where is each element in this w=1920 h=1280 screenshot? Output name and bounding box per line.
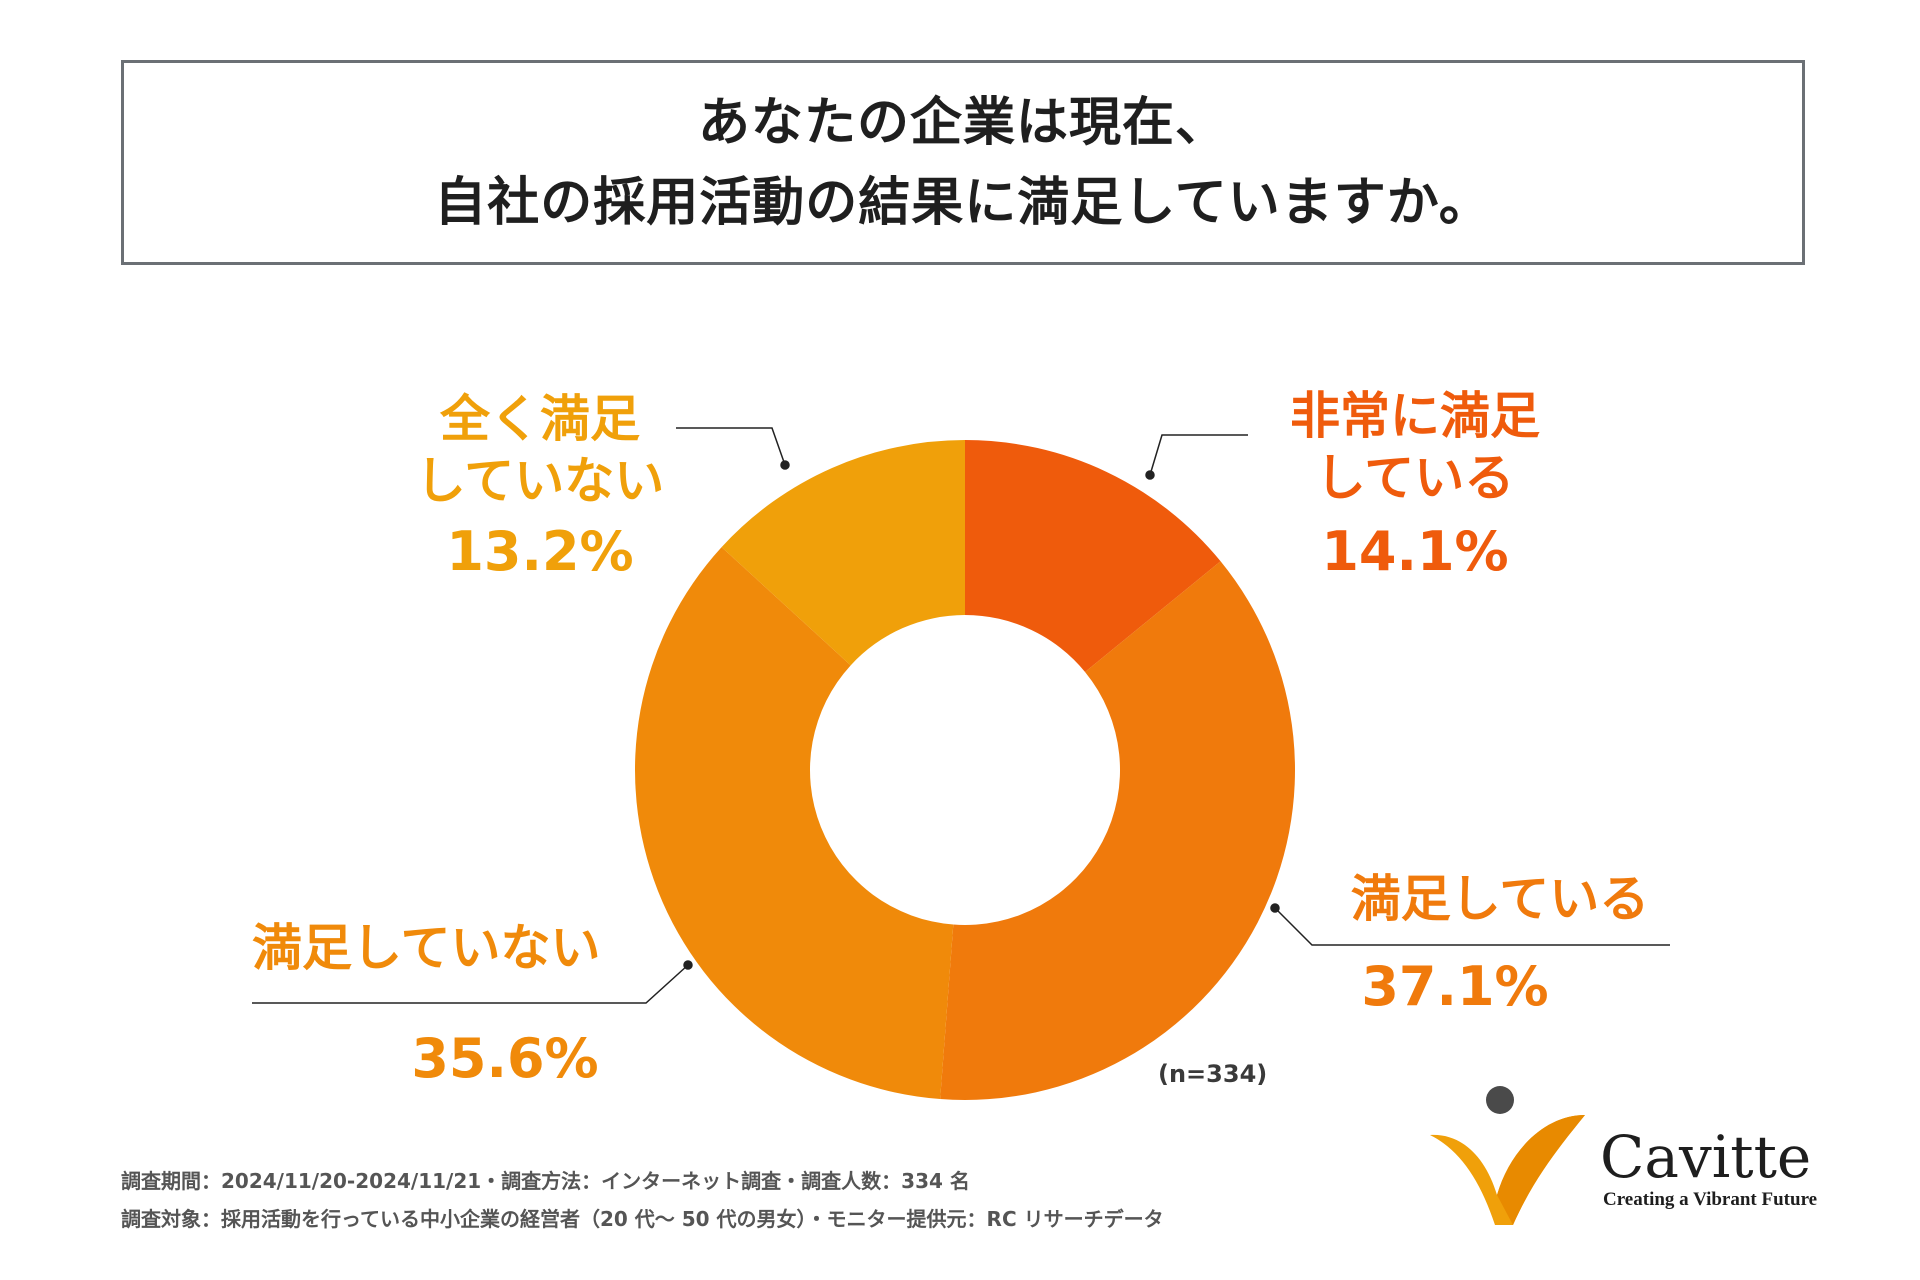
leader-dot-not-at-all [780, 460, 790, 470]
slice-not-at-all [721, 440, 965, 666]
pct-not-satisfied: 35.6% [411, 1027, 599, 1090]
label-not-at-all: 全く満足 していない [390, 388, 690, 512]
chart-title-line-1: あなたの企業は現在、 [697, 92, 1228, 153]
slice-very-satisfied [965, 440, 1221, 672]
slice-not-satisfied [635, 547, 954, 1100]
leader-satisfied [1274, 907, 1670, 946]
slice-satisfied [940, 561, 1295, 1100]
footnote-line-2: 調査対象：採用活動を行っている中小企業の経営者（20 代～ 50 代の男女）・モ… [121, 1207, 1164, 1231]
label-not-satisfied-line1: 満足していない [252, 919, 601, 977]
leader-not-at-all [676, 427, 786, 466]
leader-lines [252, 427, 1670, 1004]
leader-very-satisfied [1149, 434, 1248, 476]
leader-dot-not-satisfied [683, 960, 693, 970]
donut-slices [635, 440, 1295, 1100]
leader-not-satisfied [252, 964, 689, 1004]
pct-very-satisfied: 14.1% [1321, 520, 1509, 583]
sample-size: (n=334) [1158, 1060, 1268, 1088]
label-very-satisfied-line1: 非常に満足 [1290, 387, 1540, 445]
logo-name: Cavitte [1600, 1123, 1812, 1191]
label-very-satisfied-line2: している [1315, 449, 1515, 507]
footnote-line-1: 調査期間：2024/11/20-2024/11/21・調査方法：インターネット調… [121, 1169, 970, 1193]
title-box: あなたの企業は現在、 自社の採用活動の結果に満足していますか。 [121, 60, 1805, 265]
leader-dot-very-satisfied [1145, 470, 1155, 480]
pct-satisfied: 37.1% [1361, 955, 1549, 1018]
cavitte-logo: Cavitte Creating a Vibrant Future [1425, 1085, 1825, 1235]
chart-title-line-2: 自社の採用活動の結果に満足していますか。 [434, 172, 1492, 233]
label-not-at-all-line2: していない [415, 452, 665, 510]
label-not-satisfied: 満足していない [252, 917, 652, 979]
label-very-satisfied: 非常に満足 している [1265, 385, 1565, 509]
label-satisfied: 満足している [1330, 868, 1670, 930]
label-not-at-all-line1: 全く満足 [440, 390, 640, 448]
leader-dot-satisfied [1270, 903, 1280, 913]
pct-not-at-all: 13.2% [446, 520, 634, 583]
logo-tagline: Creating a Vibrant Future [1603, 1189, 1818, 1210]
label-satisfied-line1: 満足している [1350, 870, 1650, 928]
cavitte-logo-mark [1430, 1086, 1585, 1225]
